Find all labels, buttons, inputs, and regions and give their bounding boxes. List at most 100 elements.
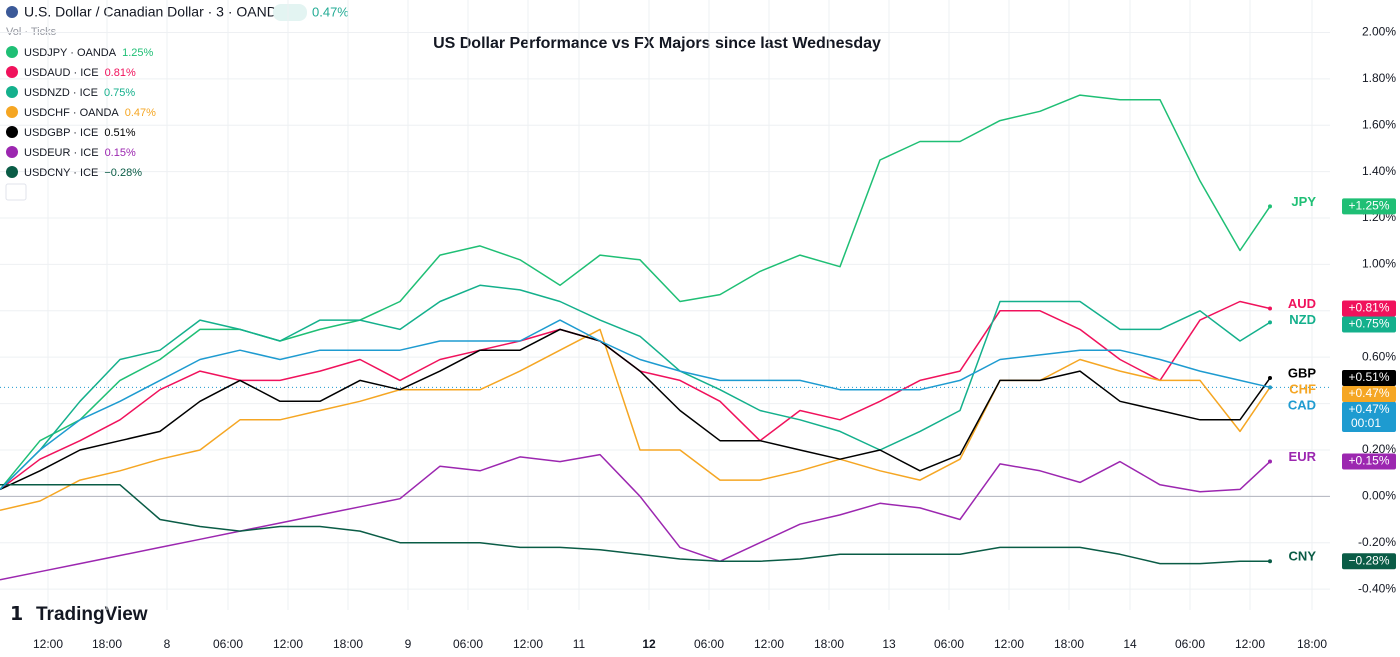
value-badge bbox=[1342, 300, 1396, 317]
legend-change: −0.28% bbox=[104, 167, 142, 179]
x-tick-label: 06:00 bbox=[694, 637, 724, 651]
series-line bbox=[0, 484, 1270, 565]
collapse-button[interactable] bbox=[5, 183, 27, 201]
badge-label: +0.15% bbox=[1348, 454, 1389, 468]
value-badge bbox=[1342, 316, 1396, 333]
series-name: JPY bbox=[1291, 194, 1316, 209]
badge-label: +1.25% bbox=[1348, 199, 1389, 213]
x-tick-label: 8 bbox=[164, 637, 171, 651]
value-badge bbox=[1342, 402, 1396, 433]
legend-symbol: USDEUR · ICE bbox=[24, 147, 99, 159]
x-tick-label: 18:00 bbox=[814, 637, 844, 651]
last-point bbox=[1268, 320, 1272, 325]
legend-icon bbox=[6, 66, 18, 78]
badge-label: +0.75% bbox=[1348, 317, 1389, 331]
series-line bbox=[0, 328, 1271, 512]
series-name: CNY bbox=[1289, 549, 1317, 564]
y-tick-label: 1.80% bbox=[1362, 71, 1396, 85]
y-tick-label: -0.40% bbox=[1358, 581, 1396, 595]
legend-symbol: USDJPY · OANDA bbox=[24, 47, 117, 59]
x-tick-label: 13 bbox=[882, 637, 896, 651]
x-tick-label: 12:00 bbox=[1235, 637, 1265, 651]
legend-change: 1.25% bbox=[122, 47, 153, 59]
badge-label: +0.81% bbox=[1348, 301, 1389, 315]
y-tick-label: 1.60% bbox=[1362, 117, 1396, 131]
last-point bbox=[1268, 204, 1272, 209]
symbol-title: U.S. Dollar / Canadian Dollar · 3 · OAND… bbox=[24, 4, 287, 20]
series-line bbox=[0, 300, 1271, 490]
series-line bbox=[0, 319, 1271, 490]
x-tick-label: 18:00 bbox=[92, 637, 122, 651]
legend-symbol: USDGBP · ICE bbox=[24, 127, 98, 139]
x-tick-label: 12 bbox=[642, 637, 656, 651]
symbol-icon bbox=[6, 6, 18, 18]
x-tick-label: 12:00 bbox=[994, 637, 1024, 651]
x-tick-label: 12:00 bbox=[513, 637, 543, 651]
series-name: GBP bbox=[1288, 365, 1317, 380]
x-tick-label: 12:00 bbox=[754, 637, 784, 651]
x-tick-label: 06:00 bbox=[1175, 637, 1205, 651]
series-name: NZD bbox=[1289, 312, 1316, 327]
series-name: EUR bbox=[1289, 449, 1317, 464]
grid bbox=[0, 0, 1330, 610]
last-point bbox=[1268, 459, 1272, 464]
legend-icon bbox=[6, 106, 18, 118]
series-line bbox=[0, 328, 1271, 491]
header-change: 0.47% bbox=[312, 4, 349, 19]
legend-change: 0.47% bbox=[125, 107, 156, 119]
last-point bbox=[1268, 559, 1272, 564]
indicator: Vol · Ticks bbox=[6, 26, 57, 38]
value-badge bbox=[1342, 453, 1396, 470]
x-tick-label: 06:00 bbox=[213, 637, 243, 651]
badge-label: +0.47% bbox=[1348, 402, 1389, 416]
x-tick-label: 18:00 bbox=[333, 637, 363, 651]
legend-icon bbox=[6, 166, 18, 178]
brand: TradingView bbox=[36, 604, 148, 625]
chart-title: US Dollar Performance vs FX Majors since… bbox=[433, 35, 881, 52]
y-tick-label: 1.00% bbox=[1362, 257, 1396, 271]
x-tick-label: 18:00 bbox=[1297, 637, 1327, 651]
value-badge bbox=[1342, 386, 1396, 403]
x-tick-label: 18:00 bbox=[1054, 637, 1084, 651]
x-tick-label: 12:00 bbox=[33, 637, 63, 651]
x-tick-label: 06:00 bbox=[453, 637, 483, 651]
badge-label: +0.47% bbox=[1348, 386, 1389, 400]
x-tick-label: 12:00 bbox=[273, 637, 303, 651]
badge-label: −0.28% bbox=[1348, 553, 1389, 567]
last-point bbox=[1268, 376, 1272, 381]
legend-icon bbox=[6, 46, 18, 58]
x-tick-label: 9 bbox=[405, 637, 412, 651]
y-tick-label: -0.20% bbox=[1358, 535, 1396, 549]
series-line bbox=[0, 284, 1271, 490]
value-badge bbox=[1342, 370, 1396, 387]
brand-logo: 𝟭 bbox=[10, 604, 23, 625]
y-tick-label: 0.20% bbox=[1362, 442, 1396, 456]
legend-change: 0.75% bbox=[104, 87, 135, 99]
legend-icon bbox=[6, 126, 18, 138]
y-tick-label: 2.00% bbox=[1362, 25, 1396, 39]
series-name: CAD bbox=[1288, 397, 1316, 412]
legend-change: 0.81% bbox=[105, 67, 136, 79]
last-point bbox=[1268, 385, 1272, 390]
y-tick-label: 0.60% bbox=[1362, 349, 1396, 363]
legend-symbol: USDCNY · ICE bbox=[24, 167, 98, 179]
series-line bbox=[0, 453, 1271, 581]
x-tick-label: 11 bbox=[573, 637, 586, 651]
legend-symbol: USDNZD · ICE bbox=[24, 87, 98, 99]
badge-label: +0.51% bbox=[1348, 370, 1389, 384]
value-badge bbox=[1342, 553, 1396, 570]
series-name: AUD bbox=[1288, 296, 1316, 311]
x-tick-label: 14 bbox=[1123, 637, 1137, 651]
legend-change: 0.15% bbox=[105, 147, 136, 159]
legend-icon bbox=[6, 146, 18, 158]
last-point bbox=[1268, 306, 1272, 311]
legend-symbol: USDCHF · OANDA bbox=[24, 107, 119, 119]
legend-symbol: USDAUD · ICE bbox=[24, 67, 99, 79]
y-tick-label: 0.00% bbox=[1362, 489, 1396, 503]
series-name: CHF bbox=[1289, 381, 1316, 396]
legend-icon bbox=[6, 86, 18, 98]
x-tick-label: 06:00 bbox=[934, 637, 964, 651]
value-badge bbox=[1342, 198, 1396, 215]
